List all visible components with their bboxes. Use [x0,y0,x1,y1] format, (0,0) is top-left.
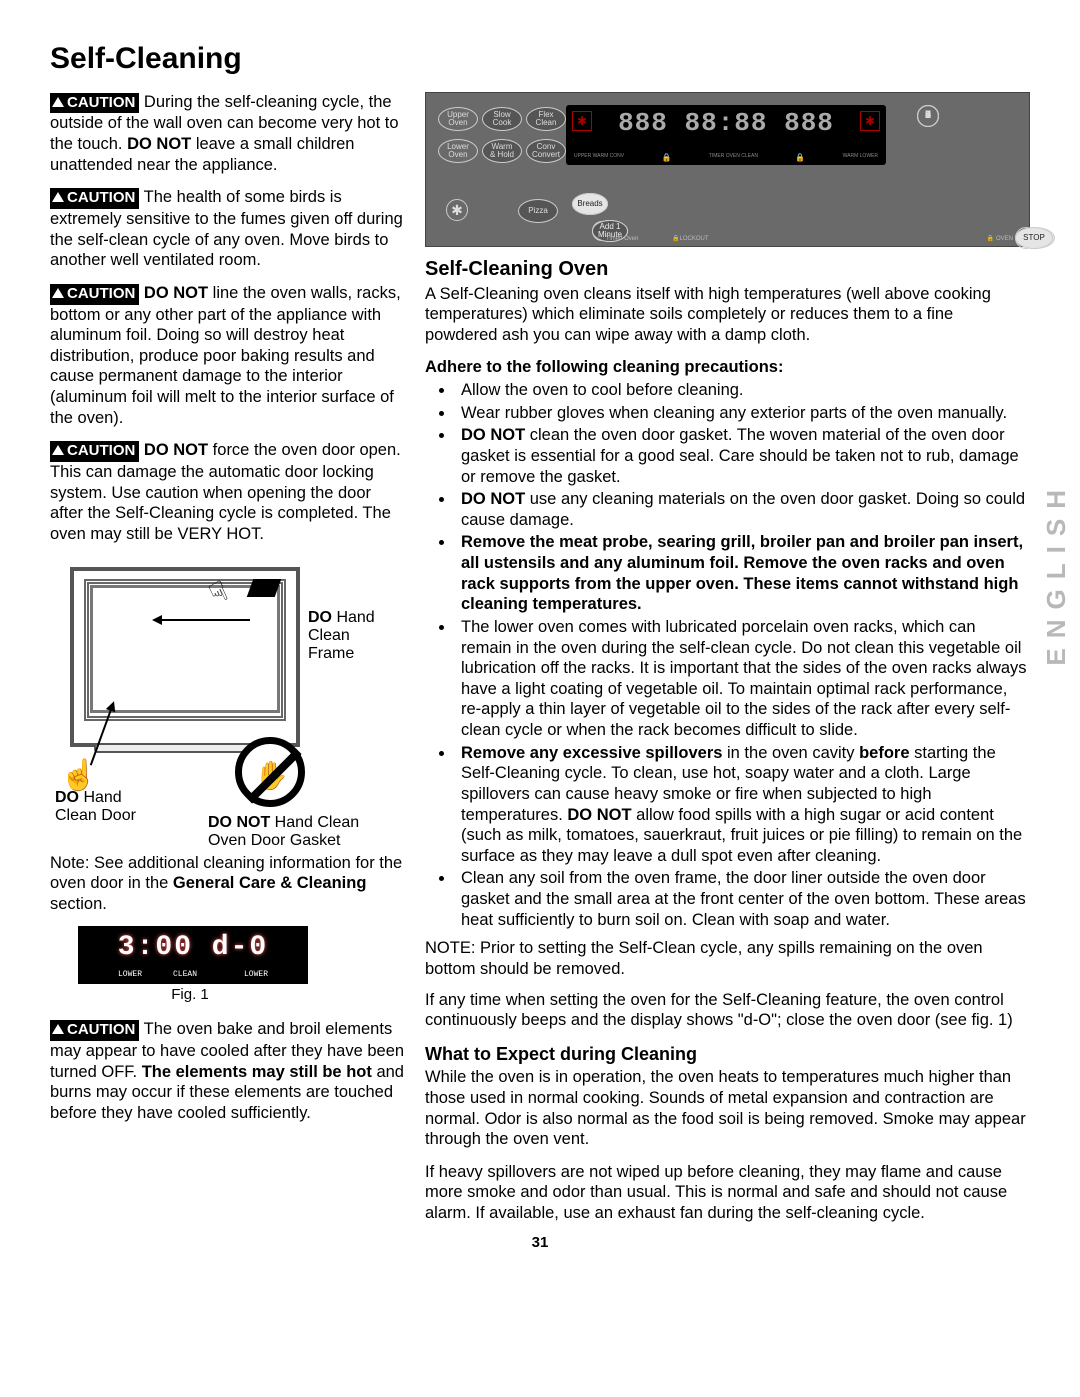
warm-hold-button[interactable]: Warm & Hold [482,139,522,163]
fig1-lower-label: LOWER [118,970,142,980]
stop-button[interactable]: STOP [1015,227,1053,249]
list-item: Clean any soil from the oven frame, the … [455,868,1030,930]
label-no-clean-gasket: DO NOT Hand Clean Oven Door Gasket [208,814,359,851]
keypad-9[interactable]: 9 [917,105,939,127]
caution-badge: CAUTION [50,93,139,114]
display-icon-left: ✱ [572,111,592,131]
prohibition-icon: ✋ [235,737,305,807]
caution-5: CAUTION The oven bake and broil elements… [50,1019,405,1123]
caution-4: CAUTION DO NOT force the oven door open.… [50,440,405,544]
list-item: DO NOT use any cleaning materials on the… [455,489,1030,530]
arrow-to-frame [160,619,250,621]
list-item: Wear rubber gloves when cleaning any ext… [455,403,1030,424]
panel-display: ✱ ✱ 888 88:88 888 UPPER WARM CONV🔒TIMER … [566,105,886,165]
lower-oven-button[interactable]: Lower Oven [438,139,478,163]
right-column: Upper Oven Slow Cook Flex Clean Lower Ov… [425,92,1030,1224]
what-to-expect-1: While the oven is in operation, the oven… [425,1067,1030,1150]
display-indicator-row: UPPER WARM CONV🔒TIMER OVEN CLEAN🔒WARM LO… [574,153,878,163]
note-general-care: Note: See additional cleaning informatio… [50,853,405,915]
list-item: Remove any excessive spillovers in the o… [455,743,1030,867]
list-item: Remove the meat probe, searing grill, br… [455,532,1030,615]
language-tab: ENGLISH [1040,480,1073,666]
oven-control-panel: Upper Oven Slow Cook Flex Clean Lower Ov… [425,92,1030,247]
content-columns: CAUTION During the self-cleaning cycle, … [50,92,1030,1224]
note-prior-to-clean: NOTE: Prior to setting the Self-Clean cy… [425,938,1030,979]
page-number: 31 [50,1234,1030,1253]
caution-badge: CAUTION [50,284,139,305]
upper-oven-button[interactable]: Upper Oven [438,107,478,131]
lockout-label: 🔒LOCKOUT [672,236,709,244]
display-segments: 888 88:88 888 [602,107,850,140]
precautions-heading: Adhere to the following cleaning precaut… [425,357,1030,378]
what-to-expect-2: If heavy spillovers are not wiped up bef… [425,1162,1030,1224]
oven-lock-label: 🔒 OVEN [987,236,1013,244]
lock-icon: 🔒 [987,236,994,242]
caution-badge: CAUTION [50,1020,139,1041]
close-door-instruction: If any time when setting the oven for th… [425,990,1030,1031]
self-cleaning-oven-heading: Self-Cleaning Oven [425,257,1030,282]
self-cleaning-intro: A Self-Cleaning oven cleans itself with … [425,284,1030,346]
caution-3: CAUTION DO NOT line the oven walls, rack… [50,283,405,429]
light-button[interactable]: ✱ [446,199,468,221]
label-clean-door: DO Hand Clean Door [55,789,136,826]
left-column: CAUTION During the self-cleaning cycle, … [50,92,405,1224]
pizza-button[interactable]: Pizza [518,199,558,223]
fig1-readout: 3:00 d-0 [78,926,308,965]
fig1-lower-label: LOWER [244,970,268,980]
list-item: Allow the oven to cool before cleaning. [455,380,1030,401]
precautions-list: Allow the oven to cool before cleaning. … [425,380,1030,930]
flex-clean-button[interactable]: Flex Clean [526,107,566,131]
fig1-display: 3:00 d-0 LOWER CLEAN LOWER [78,926,308,984]
lock-icon: 🔒 [661,153,671,163]
fig1-clean-label: CLEAN [173,970,197,980]
fig1-caption: Fig. 1 [50,986,330,1005]
slow-cook-button[interactable]: Slow Cook [482,107,522,131]
oven-window [90,585,280,713]
list-item: DO NOT clean the oven door gasket. The w… [455,425,1030,487]
caution-2: CAUTION The health of some birds is extr… [50,187,405,271]
conv-convert-button[interactable]: Conv Convert [526,139,566,163]
caution-badge: CAUTION [50,441,139,462]
breads-button[interactable]: Breads [572,193,608,215]
hand-icon: ✋ [254,758,289,793]
label-clean-frame: DO Hand Clean Frame [308,609,390,664]
caution-badge: CAUTION [50,188,139,209]
list-item: The lower oven comes with lubricated por… [455,617,1030,741]
timed-oven-label: Timed Oven [606,236,638,244]
caution-1: CAUTION During the self-cleaning cycle, … [50,92,405,176]
page-title: Self-Cleaning [50,40,1030,78]
what-to-expect-heading: What to Expect during Cleaning [425,1043,1030,1066]
display-icon-right: ✱ [860,111,880,131]
oven-door-diagram: ☟ DO Hand Clean Frame ☝ DO Hand Clean Do… [50,557,390,847]
lock-icon: 🔒 [795,153,805,163]
